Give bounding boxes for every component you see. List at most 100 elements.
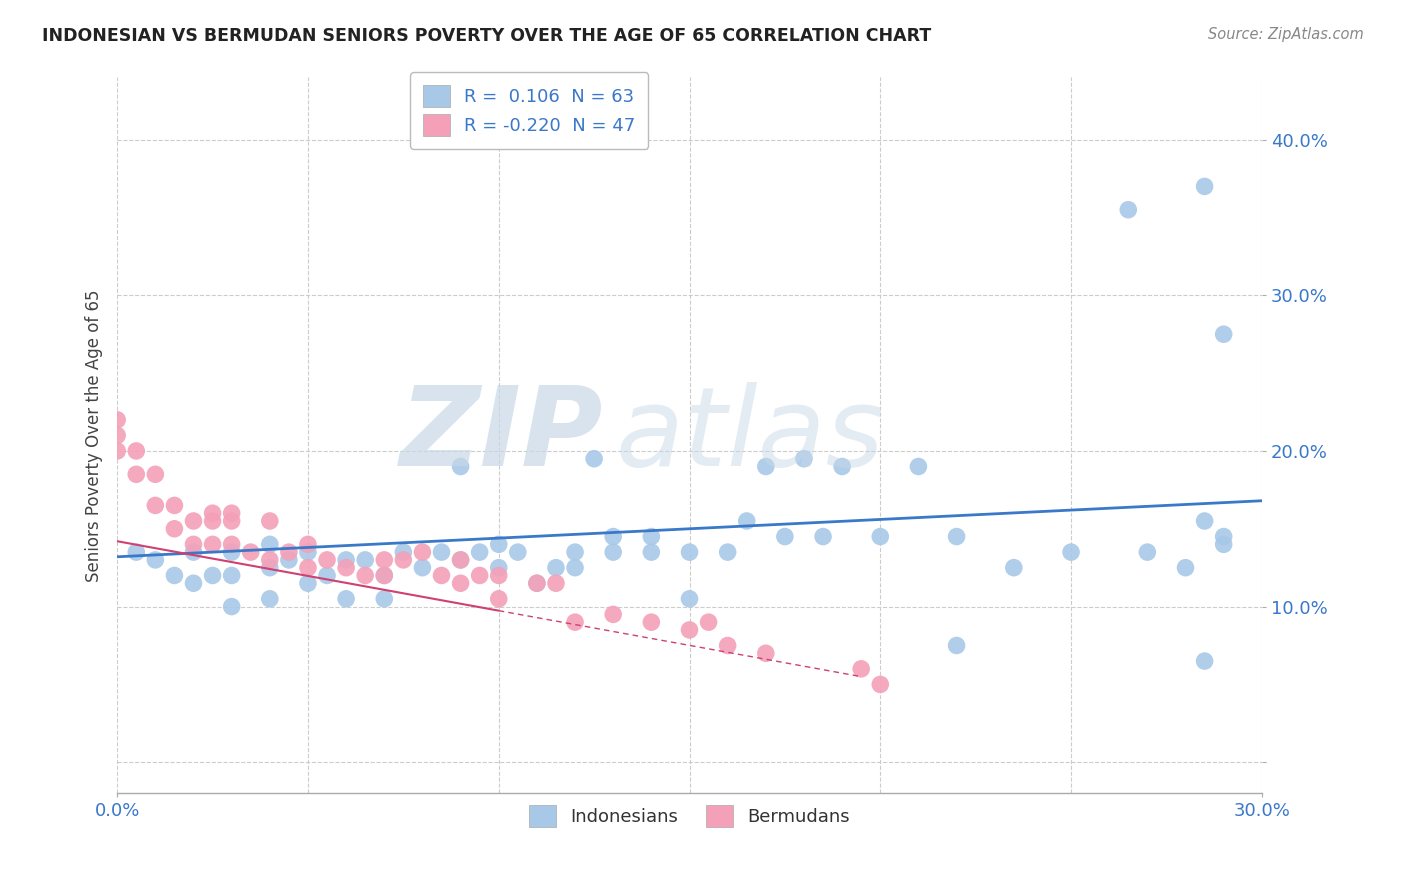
Point [277, 545, 299, 559]
Point [1116, 202, 1139, 217]
Point [811, 530, 834, 544]
Point [1194, 654, 1216, 668]
Point [506, 545, 529, 559]
Point [354, 553, 377, 567]
Point [221, 568, 243, 582]
Point [163, 522, 186, 536]
Point [602, 607, 624, 622]
Point [1212, 537, 1234, 551]
Point [1174, 560, 1197, 574]
Point [564, 560, 586, 574]
Point [201, 537, 224, 551]
Point [277, 553, 299, 567]
Point [430, 568, 453, 582]
Point [297, 545, 319, 559]
Point [640, 530, 662, 544]
Point [143, 499, 166, 513]
Point [392, 553, 415, 567]
Point [1212, 327, 1234, 342]
Point [640, 615, 662, 629]
Point [1194, 514, 1216, 528]
Point [678, 623, 700, 637]
Point [1136, 545, 1159, 559]
Point [183, 545, 205, 559]
Point [201, 506, 224, 520]
Point [831, 459, 853, 474]
Point [335, 553, 357, 567]
Point [125, 467, 148, 482]
Point [488, 591, 510, 606]
Point [354, 568, 377, 582]
Point [773, 530, 796, 544]
Point [678, 591, 700, 606]
Point [259, 591, 281, 606]
Point [602, 545, 624, 559]
Text: INDONESIAN VS BERMUDAN SENIORS POVERTY OVER THE AGE OF 65 CORRELATION CHART: INDONESIAN VS BERMUDAN SENIORS POVERTY O… [42, 27, 931, 45]
Point [259, 553, 281, 567]
Point [316, 553, 339, 567]
Point [201, 514, 224, 528]
Point [1060, 545, 1083, 559]
Point [869, 530, 891, 544]
Point [468, 568, 491, 582]
Point [143, 553, 166, 567]
Point [143, 467, 166, 482]
Point [945, 639, 967, 653]
Point [105, 413, 128, 427]
Point [163, 499, 186, 513]
Legend: Indonesians, Bermudans: Indonesians, Bermudans [522, 798, 858, 834]
Point [869, 677, 891, 691]
Point [221, 514, 243, 528]
Point [564, 545, 586, 559]
Point [183, 537, 205, 551]
Point [335, 560, 357, 574]
Point [717, 639, 740, 653]
Point [221, 506, 243, 520]
Point [373, 568, 395, 582]
Point [411, 545, 433, 559]
Point [602, 530, 624, 544]
Point [450, 553, 472, 567]
Text: atlas: atlas [614, 382, 884, 489]
Point [468, 545, 491, 559]
Point [125, 444, 148, 458]
Point [163, 568, 186, 582]
Point [793, 451, 815, 466]
Point [335, 591, 357, 606]
Text: ZIP: ZIP [401, 382, 603, 489]
Point [411, 560, 433, 574]
Point [488, 568, 510, 582]
Point [373, 591, 395, 606]
Point [544, 560, 567, 574]
Point [755, 646, 778, 660]
Point [697, 615, 720, 629]
Point [526, 576, 548, 591]
Point [755, 459, 778, 474]
Point [239, 545, 262, 559]
Point [450, 553, 472, 567]
Point [297, 576, 319, 591]
Point [183, 576, 205, 591]
Point [392, 545, 415, 559]
Point [735, 514, 758, 528]
Text: Source: ZipAtlas.com: Source: ZipAtlas.com [1208, 27, 1364, 42]
Point [583, 451, 606, 466]
Point [125, 545, 148, 559]
Point [640, 545, 662, 559]
Point [183, 514, 205, 528]
Point [201, 568, 224, 582]
Point [450, 576, 472, 591]
Point [259, 560, 281, 574]
Y-axis label: Seniors Poverty Over the Age of 65: Seniors Poverty Over the Age of 65 [86, 289, 103, 582]
Point [1194, 179, 1216, 194]
Point [1212, 530, 1234, 544]
Point [373, 568, 395, 582]
Point [221, 599, 243, 614]
Point [221, 537, 243, 551]
Point [526, 576, 548, 591]
Point [488, 537, 510, 551]
Point [678, 545, 700, 559]
Point [717, 545, 740, 559]
Point [297, 560, 319, 574]
Point [259, 514, 281, 528]
